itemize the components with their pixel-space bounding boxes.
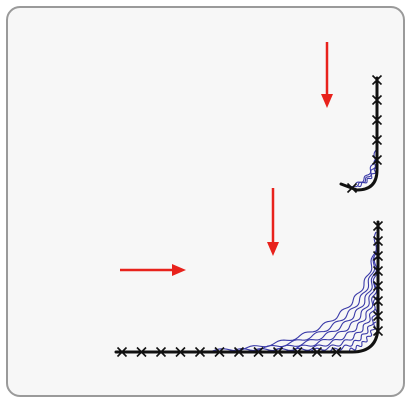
cross-stitch-icon	[372, 250, 384, 262]
arrow-icon	[120, 264, 186, 276]
cross-stitch-icon	[371, 114, 383, 126]
arrow-icon	[267, 188, 279, 256]
cross-stitch-icon	[371, 154, 383, 166]
cross-stitch-icon	[272, 346, 284, 358]
cross-stitch-icon	[371, 74, 383, 86]
cross-stitch-icon	[372, 235, 384, 247]
large-corner-fibers	[195, 231, 379, 354]
cross-stitch-icon	[372, 295, 384, 307]
cross-stitch-icon	[346, 182, 358, 194]
cross-stitch-icon	[311, 346, 323, 358]
fiber-line	[302, 296, 378, 353]
fiber-line	[195, 231, 377, 354]
large-corner-base-line	[114, 220, 380, 354]
cross-stitch-icon	[372, 220, 384, 232]
small-corner-base-line	[339, 76, 379, 192]
cross-stitch-icon	[372, 280, 384, 292]
cross-stitch-icon	[116, 346, 128, 358]
cross-stitch-icon	[292, 346, 303, 358]
cross-stitch-icon	[331, 346, 342, 358]
cross-stitch-icon	[233, 346, 245, 358]
cross-stitch-icon	[253, 346, 264, 358]
cross-stitch-icon	[175, 346, 186, 358]
fiber-line	[238, 257, 378, 353]
cross-stitch-icon	[371, 134, 383, 146]
cross-stitch-icon	[371, 94, 383, 106]
fiber-line	[349, 149, 377, 188]
fiber-line	[353, 158, 377, 188]
fiber-line	[217, 244, 378, 354]
fiber-line	[357, 167, 377, 188]
cross-stitch-icon	[372, 325, 384, 337]
arrow-icon	[321, 42, 333, 108]
fiber-line	[281, 283, 378, 353]
stitch-markers	[116, 74, 384, 358]
cross-stitch-icon	[372, 265, 384, 277]
fiber-line	[345, 321, 377, 353]
small-corner-fibers	[349, 149, 377, 188]
cross-stitch-icon	[136, 346, 147, 358]
arrows	[120, 42, 333, 276]
cross-stitch-icon	[214, 346, 225, 358]
cross-stitch-icon	[194, 346, 206, 358]
cross-stitch-icon	[155, 346, 167, 358]
cross-stitch-icon	[372, 310, 384, 322]
